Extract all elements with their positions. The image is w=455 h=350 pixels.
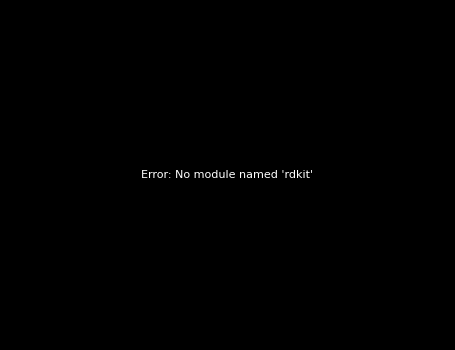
Text: Error: No module named 'rdkit': Error: No module named 'rdkit' bbox=[142, 170, 313, 180]
